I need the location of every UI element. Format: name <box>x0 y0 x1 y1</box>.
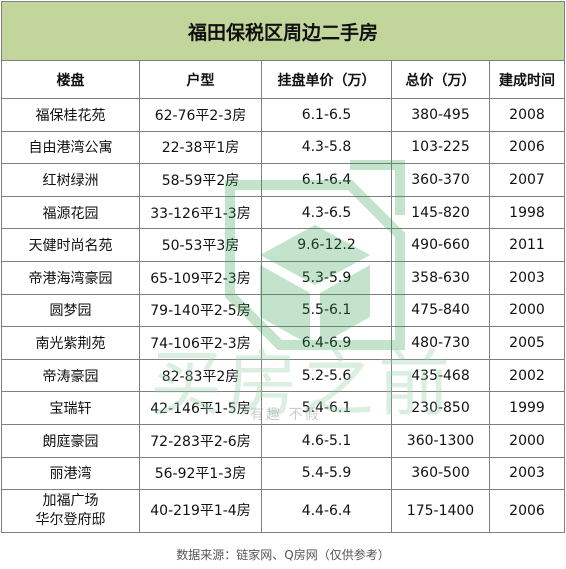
cell-year: 2006 <box>489 130 565 165</box>
cell-name: 圆梦园 <box>1 293 140 328</box>
cell-year: 2011 <box>489 228 565 262</box>
col-header-total: 总价（万） <box>391 60 490 99</box>
cell-name: 丽港湾 <box>1 456 140 491</box>
table-row: 天健时尚名苑 50-53平3房 9.6-12.2 490-660 2011 <box>1 228 565 262</box>
cell-year: 2005 <box>489 326 565 360</box>
cell-total: 358-630 <box>391 260 490 295</box>
table-row: 丽港湾 56-92平1-3房 5.4-5.9 360-500 2003 <box>1 456 565 491</box>
cell-name: 南光紫荆苑 <box>1 326 140 360</box>
cell-layout: 22-38平1房 <box>139 130 262 165</box>
cell-name: 帝港海湾豪园 <box>1 260 140 295</box>
cell-total: 230-850 <box>391 391 490 425</box>
cell-layout: 79-140平2-5房 <box>139 293 262 328</box>
cell-name: 福保桂花苑 <box>1 98 140 132</box>
cell-year: 1999 <box>489 391 565 425</box>
cell-total: 490-660 <box>391 228 490 262</box>
cell-unit-price: 5.4-5.9 <box>261 456 392 491</box>
table-row: 自由港湾公寓 22-38平1房 4.3-5.8 103-225 2006 <box>1 130 565 165</box>
table-row: 帝港海湾豪园 65-109平2-3房 5.3-5.9 358-630 2003 <box>1 260 565 295</box>
table-container: 福田保税区周边二手房 楼盘 户型 挂盘单价（万） 总价（万） 建成时间 福保桂花… <box>1 1 565 534</box>
cell-year: 2008 <box>489 98 565 132</box>
cell-year: 2000 <box>489 423 565 458</box>
cell-layout: 65-109平2-3房 <box>139 260 262 295</box>
cell-unit-price: 6.1-6.5 <box>261 98 392 132</box>
table-row: 帝涛豪园 82-83平2房 5.2-5.6 435-468 2002 <box>1 358 565 393</box>
table-row: 朗庭豪园 72-283平2-6房 4.6-5.1 360-1300 2000 <box>1 423 565 458</box>
cell-total: 175-1400 <box>391 489 490 534</box>
cell-unit-price: 6.1-6.4 <box>261 163 392 197</box>
cell-total: 103-225 <box>391 130 490 165</box>
cell-unit-price: 4.3-6.5 <box>261 195 392 230</box>
cell-name-line1: 加福广场 <box>42 493 99 510</box>
listing-table: 福田保税区周边二手房 楼盘 户型 挂盘单价（万） 总价（万） 建成时间 福保桂花… <box>1 1 565 534</box>
cell-name: 自由港湾公寓 <box>1 130 140 165</box>
table-title: 福田保税区周边二手房 <box>1 1 565 61</box>
cell-unit-price: 5.5-6.1 <box>261 293 392 328</box>
cell-unit-price: 5.3-5.9 <box>261 260 392 295</box>
col-header-layout: 户型 <box>139 60 262 99</box>
cell-name: 朗庭豪园 <box>1 423 140 458</box>
cell-unit-price: 6.4-6.9 <box>261 326 392 360</box>
table-row: 宝瑞轩 42-146平1-5房 5.4-6.1 230-850 1999 <box>1 391 565 425</box>
cell-total: 475-840 <box>391 293 490 328</box>
cell-total: 360-500 <box>391 456 490 491</box>
cell-name: 宝瑞轩 <box>1 391 140 425</box>
cell-total: 360-370 <box>391 163 490 197</box>
cell-total: 435-468 <box>391 358 490 393</box>
cell-total: 360-1300 <box>391 423 490 458</box>
cell-year: 1998 <box>489 195 565 230</box>
cell-unit-price: 4.4-6.4 <box>261 489 392 534</box>
col-header-unit-price: 挂盘单价（万） <box>261 60 392 99</box>
cell-layout: 58-59平2房 <box>139 163 262 197</box>
cell-name: 天健时尚名苑 <box>1 228 140 262</box>
table-row: 福源花园 33-126平1-3房 4.3-6.5 145-820 1998 <box>1 195 565 230</box>
cell-year: 2003 <box>489 456 565 491</box>
cell-total: 380-495 <box>391 98 490 132</box>
header-row: 楼盘 户型 挂盘单价（万） 总价（万） 建成时间 <box>1 60 565 99</box>
cell-name: 红树绿洲 <box>1 163 140 197</box>
cell-layout: 40-219平1-4房 <box>139 489 262 534</box>
cell-year: 2000 <box>489 293 565 328</box>
table-row: 福保桂花苑 62-76平2-3房 6.1-6.5 380-495 2008 <box>1 98 565 132</box>
cell-year: 2006 <box>489 489 565 534</box>
col-header-name: 楼盘 <box>1 60 140 99</box>
cell-unit-price: 5.4-6.1 <box>261 391 392 425</box>
table-row: 红树绿洲 58-59平2房 6.1-6.4 360-370 2007 <box>1 163 565 197</box>
cell-layout: 74-106平2-3房 <box>139 326 262 360</box>
cell-year: 2003 <box>489 260 565 295</box>
title-row: 福田保税区周边二手房 <box>1 1 565 61</box>
cell-layout: 33-126平1-3房 <box>139 195 262 230</box>
cell-unit-price: 4.6-5.1 <box>261 423 392 458</box>
cell-layout: 50-53平3房 <box>139 228 262 262</box>
table-row: 圆梦园 79-140平2-5房 5.5-6.1 475-840 2000 <box>1 293 565 328</box>
cell-layout: 42-146平1-5房 <box>139 391 262 425</box>
cell-name: 福源花园 <box>1 195 140 230</box>
cell-name: 帝涛豪园 <box>1 358 140 393</box>
table-row: 加福广场 华尔登府邸 40-219平1-4房 4.4-6.4 175-1400 … <box>1 489 565 534</box>
cell-year: 2007 <box>489 163 565 197</box>
cell-unit-price: 5.2-5.6 <box>261 358 392 393</box>
table-row: 南光紫荆苑 74-106平2-3房 6.4-6.9 480-730 2005 <box>1 326 565 360</box>
col-header-year: 建成时间 <box>489 60 565 99</box>
cell-unit-price: 9.6-12.2 <box>261 228 392 262</box>
cell-year: 2002 <box>489 358 565 393</box>
data-source-note: 数据来源：链家网、Q房网（仅供参考） <box>176 548 390 562</box>
cell-name: 加福广场 华尔登府邸 <box>1 489 140 534</box>
cell-total: 145-820 <box>391 195 490 230</box>
cell-layout: 56-92平1-3房 <box>139 456 262 491</box>
cell-unit-price: 4.3-5.8 <box>261 130 392 165</box>
cell-layout: 82-83平2房 <box>139 358 262 393</box>
cell-name-line2: 华尔登府邸 <box>35 512 106 529</box>
cell-total: 480-730 <box>391 326 490 360</box>
cell-layout: 72-283平2-6房 <box>139 423 262 458</box>
cell-layout: 62-76平2-3房 <box>139 98 262 132</box>
